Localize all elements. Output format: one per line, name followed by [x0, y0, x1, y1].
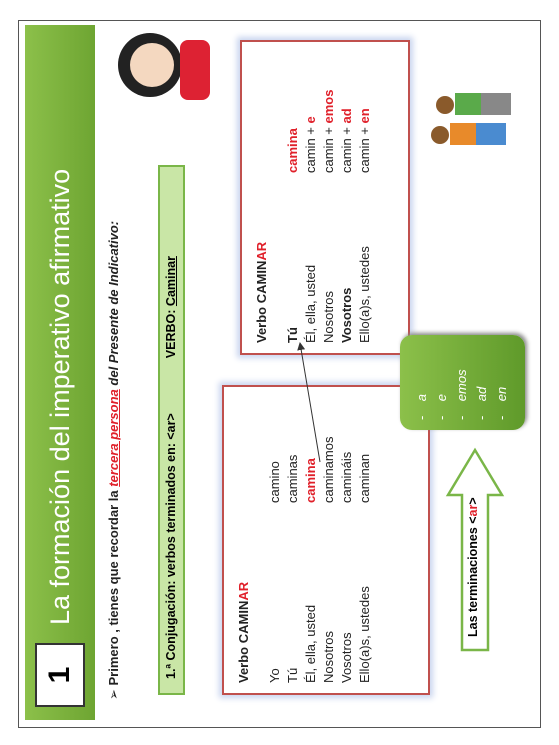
ending: emos — [454, 369, 469, 402]
kids-illustration — [431, 93, 511, 145]
terminations-arrow — [445, 447, 505, 652]
ending-row: - a — [414, 393, 429, 420]
ending: en — [494, 386, 509, 402]
ending: e — [434, 393, 449, 402]
arrow-label: Las terminaciones <ar> — [466, 497, 480, 637]
ending-row: - emos — [454, 369, 469, 420]
ending-row: - en — [494, 386, 509, 420]
endings-box: - a - e - emos - ad - en — [400, 335, 525, 430]
ending-row: - ad — [474, 386, 489, 420]
mafalda-illustration — [118, 33, 210, 100]
ending: ad — [474, 386, 489, 402]
arrow-label-close: > — [466, 497, 480, 505]
arrow-label-accent: ar — [466, 504, 480, 517]
connector-arrow — [297, 342, 321, 463]
ending: a — [414, 393, 429, 402]
ending-row: - e — [434, 393, 449, 420]
arrow-label-text: Las terminaciones < — [466, 516, 480, 637]
